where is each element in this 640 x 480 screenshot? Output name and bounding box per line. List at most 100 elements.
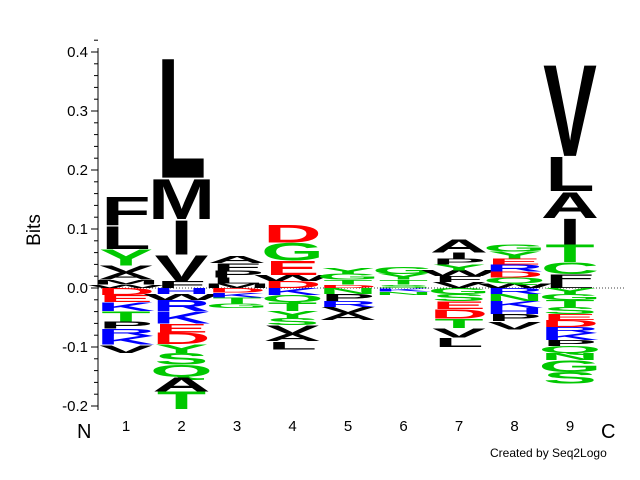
logo-letter-m: M xyxy=(92,279,159,286)
logo-letter-f: F xyxy=(434,275,483,284)
logo-letter-f: F xyxy=(157,279,206,290)
logo-letter-y: Y xyxy=(99,245,153,271)
position-label: 2 xyxy=(177,418,185,435)
logo-letter-t: T xyxy=(379,279,428,286)
y-tick-label: -0.2 xyxy=(62,398,88,415)
logo-letter-v: V xyxy=(266,323,321,337)
logo-letter-p: P xyxy=(543,339,597,348)
logo-letter-f: F xyxy=(545,272,594,285)
y-axis: -0.2 -0.1 0.0 0.1 0.2 0.3 0.4 xyxy=(62,39,625,415)
logo-letter-g: G xyxy=(317,272,380,281)
logo-letter-p: P xyxy=(99,320,153,331)
logo-letter-g: G xyxy=(372,265,435,276)
position-label: 3 xyxy=(233,418,241,435)
logo-letter-f: F xyxy=(101,188,150,234)
logo-letter-y: Y xyxy=(266,309,320,320)
logo-letter-n: N xyxy=(374,291,432,297)
logo-letter-w: W xyxy=(421,269,497,278)
logo-letter-e: E xyxy=(155,321,209,335)
logo-letter-y: Y xyxy=(321,267,375,276)
logo-letter-s: S xyxy=(432,292,486,303)
logo-letter-g: G xyxy=(206,302,269,309)
logo-letter-t: T xyxy=(268,300,317,314)
logo-letter-h: H xyxy=(485,307,543,316)
logo-letter-g: G xyxy=(428,287,491,296)
logo-letter-p: P xyxy=(432,257,486,266)
logo-letter-t: T xyxy=(157,387,206,415)
logo-letter-d: D xyxy=(541,318,599,329)
logo-letter-d: D xyxy=(263,220,321,248)
logo-letter-w: W xyxy=(88,284,164,290)
logo-letter-t: T xyxy=(101,309,150,325)
y-tick-label: 0.0 xyxy=(67,280,88,297)
logo-letter-e: E xyxy=(266,257,320,280)
logo-letter-s: S xyxy=(377,284,431,290)
logo-letter-q: Q xyxy=(150,362,213,380)
logo-letter-s: S xyxy=(266,316,320,327)
logo-letter-k: K xyxy=(263,286,321,297)
logo-letter-t: T xyxy=(323,279,372,286)
logo-letter-h: H xyxy=(152,287,210,296)
logo-letter-y: Y xyxy=(377,272,431,281)
c-terminus-label: C xyxy=(601,421,615,443)
logo-letter-q: Q xyxy=(539,344,602,355)
logo-letter-a: A xyxy=(319,311,377,322)
credit-text: Created by Seq2Logo xyxy=(490,446,607,460)
logo-letter-n: N xyxy=(485,292,543,303)
logo-letter-l: L xyxy=(545,148,594,203)
logo-letter-f: F xyxy=(212,262,261,273)
logo-letter-v: V xyxy=(99,264,153,275)
logo-letter-k: K xyxy=(97,300,156,314)
logo-letter-d: D xyxy=(152,329,210,347)
logo-letter-p: P xyxy=(210,269,264,280)
logo-letter-a: A xyxy=(541,185,599,226)
logo-letter-a: A xyxy=(152,373,210,396)
logo-letter-k: K xyxy=(152,309,210,327)
logo-letter-i: I xyxy=(559,211,581,252)
logo-letter-w: W xyxy=(254,274,330,283)
logo-letter-d: D xyxy=(430,307,488,322)
logo-letter-k: K xyxy=(541,331,599,342)
n-terminus-label: N xyxy=(77,421,91,443)
logo-letter-e: E xyxy=(99,293,153,304)
logo-letter-p: P xyxy=(488,312,542,323)
logo-letter-v: V xyxy=(488,319,542,332)
y-axis-label: Bits xyxy=(24,214,45,246)
logo-letter-r: R xyxy=(485,287,543,296)
position-label: 4 xyxy=(288,418,296,435)
logo-letter-l: L xyxy=(157,23,206,215)
logo-letter-s: S xyxy=(543,305,597,316)
logo-letter-y: Y xyxy=(432,263,486,272)
logo-letter-m: M xyxy=(148,167,215,231)
logo-letter-k: K xyxy=(97,334,156,348)
position-label: 9 xyxy=(566,418,574,435)
y-tick-label: 0.3 xyxy=(67,103,88,120)
logo-letter-e: E xyxy=(543,313,597,322)
logo-letter-t: T xyxy=(434,317,483,332)
position-labels: 1 2 3 4 5 6 7 8 9 xyxy=(122,418,574,435)
position-label: 1 xyxy=(122,418,130,435)
y-tick-label: 0.1 xyxy=(67,221,88,238)
logo-letter-a: A xyxy=(97,271,155,282)
logo-letter-q: Q xyxy=(261,293,324,304)
logo-letter-l: L xyxy=(101,220,150,257)
logo-letter-v: V xyxy=(432,281,486,290)
logo-letter-n: N xyxy=(541,351,599,362)
logo-letter-q: Q xyxy=(483,276,546,285)
logo-letter-w: W xyxy=(143,293,219,302)
logo-letter-c: C xyxy=(541,259,599,277)
logo-letter-i: I xyxy=(170,211,192,266)
logo-letter-y: Y xyxy=(543,287,597,296)
logo-letter-g: G xyxy=(261,238,324,266)
logo-letter-w: W xyxy=(476,282,552,289)
logo-letter-l: L xyxy=(268,339,317,352)
y-tick-label: -0.1 xyxy=(62,339,88,356)
logo-letter-e: E xyxy=(488,257,542,266)
logo-letter-p: P xyxy=(321,292,375,303)
y-tick-label: 0.2 xyxy=(67,162,88,179)
logo-letter-v: V xyxy=(155,248,209,289)
logo-letter-n: N xyxy=(319,287,377,296)
logo-letter-t: T xyxy=(212,296,261,305)
logo-letter-k: K xyxy=(485,299,543,310)
logo-letter-t: T xyxy=(545,298,594,309)
